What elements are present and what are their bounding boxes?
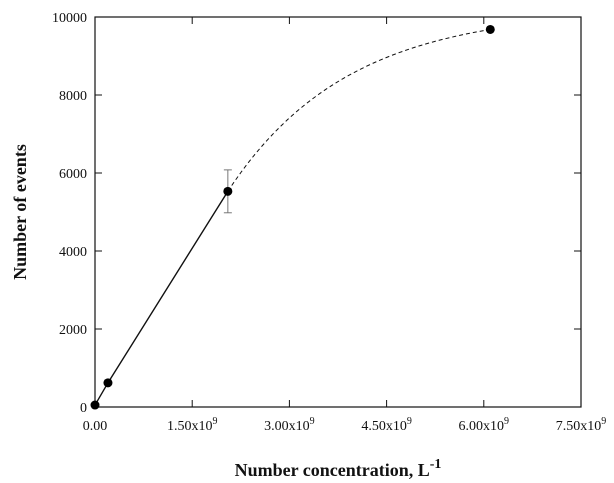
data-point-3	[485, 24, 495, 34]
y-tick-label-0: 0	[80, 401, 87, 416]
x-axis-title-main: Number concentration, L	[235, 460, 430, 480]
y-axis-title: Number of events	[10, 144, 30, 280]
series-0-line	[94, 190, 229, 406]
x-tick-label-0: 0.00	[83, 419, 108, 434]
x-axis-title-superscript: -1	[430, 457, 442, 472]
plot-area-frame	[94, 16, 582, 408]
series-layer	[94, 28, 491, 406]
data-point-1	[103, 378, 113, 388]
x-tick-label-1: 1.50x109	[167, 416, 218, 434]
x-tick-label-3: 4.50x109	[361, 416, 412, 434]
data-point-2	[223, 186, 233, 196]
series-1-line	[227, 28, 491, 192]
y-tick-label-4: 8000	[59, 89, 87, 104]
x-tick-label-4: 6.00x109	[459, 416, 510, 434]
x-tick-label-5: 7.50x109	[556, 416, 607, 434]
data-point-0	[90, 400, 100, 410]
y-tick-label-3: 6000	[59, 167, 87, 182]
y-tick-label-2: 4000	[59, 245, 87, 260]
ticks-layer: 0 2000 4000 6000 8000 10000 0.00 1.50x109 3.00x1…	[52, 11, 606, 434]
points-layer	[90, 24, 495, 410]
y-tick-label-5: 10000	[52, 11, 87, 26]
x-tick-label-2: 3.00x109	[264, 416, 315, 434]
y-tick-label-1: 2000	[59, 323, 87, 338]
x-axis-title: Number concentration, L-1	[235, 457, 442, 480]
